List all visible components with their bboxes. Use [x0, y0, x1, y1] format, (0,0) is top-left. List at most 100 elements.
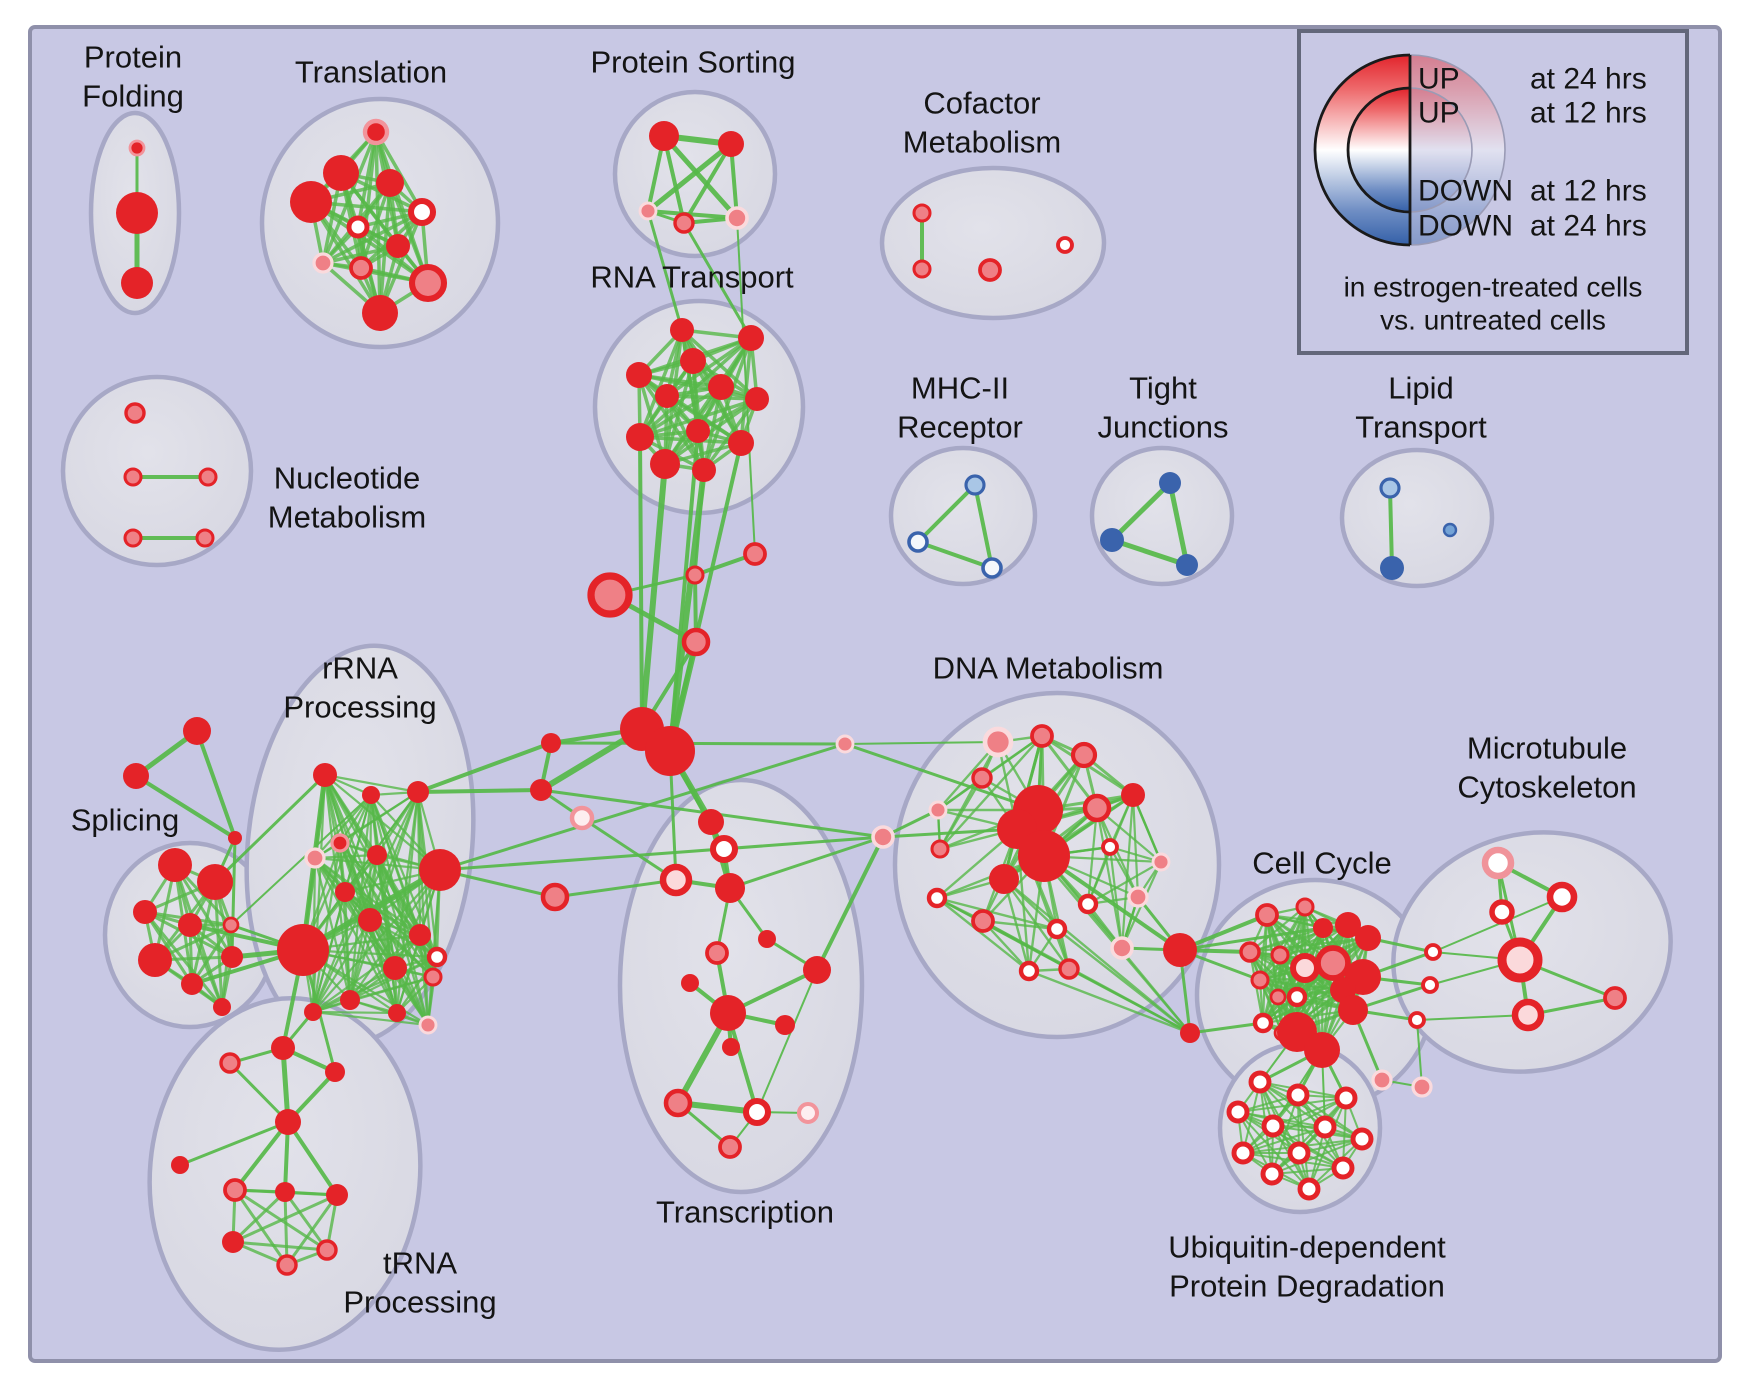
network-node-139 [1163, 933, 1197, 967]
network-edge [1271, 1138, 1363, 1175]
network-edge [668, 441, 743, 753]
cluster-label-lipid-transport-line0: Lipid [1388, 371, 1454, 406]
network-node-56 [1380, 556, 1404, 580]
network-node-85 [388, 1004, 406, 1022]
network-edge [815, 835, 885, 972]
network-node-34 [650, 449, 680, 479]
network-node-117 [982, 726, 1014, 758]
network-node-74 [304, 847, 326, 869]
network-node-164 [1411, 1076, 1433, 1098]
network-edge [1271, 1167, 1344, 1175]
network-edge [682, 142, 733, 225]
network-edge [1131, 793, 1163, 864]
network-edge [843, 742, 1040, 812]
network-edge [663, 397, 759, 466]
network-node-69 [228, 831, 242, 845]
network-edge [311, 1010, 430, 1027]
network-node-57 [1442, 522, 1458, 538]
network-edge [1109, 537, 1190, 568]
network-edge [1027, 969, 1192, 1035]
network-edge [173, 863, 234, 959]
network-node-101 [659, 863, 693, 897]
network-node-112 [796, 1101, 820, 1125]
network-node-147 [1335, 912, 1361, 938]
network-node-73 [330, 833, 350, 853]
network-node-60 [133, 900, 157, 924]
network-node-124 [1082, 793, 1112, 823]
network-node-155 [1286, 986, 1308, 1008]
legend-row-2-label: DOWN [1418, 175, 1513, 208]
network-node-92 [171, 1156, 189, 1174]
cluster-label-rrna-processing-line1: Processing [283, 690, 436, 725]
network-edge [231, 1193, 339, 1244]
network-node-9 [386, 234, 410, 258]
network-node-66 [213, 998, 231, 1016]
network-edge [638, 435, 644, 731]
network-edge [1242, 1126, 1326, 1154]
legend-caption-line1: in estrogen-treated cells [1344, 272, 1643, 303]
network-node-99 [698, 809, 724, 835]
network-node-72 [407, 781, 429, 803]
network-node-107 [710, 995, 746, 1031]
network-node-2 [121, 267, 153, 299]
network-edge [286, 1120, 339, 1197]
network-edge [638, 328, 684, 439]
network-node-94 [275, 1182, 295, 1202]
network-edge [844, 741, 999, 745]
network-edge [231, 1190, 287, 1244]
network-node-1 [116, 192, 158, 234]
network-edge [1258, 978, 1345, 992]
network-edge [1258, 978, 1284, 1035]
cluster-label-protein-folding-line0: Protein [84, 40, 182, 75]
network-edge [416, 741, 553, 794]
network-nodes [116, 118, 1627, 1276]
network-node-51 [981, 557, 1003, 579]
network-edge [438, 742, 847, 872]
network-node-122 [1121, 783, 1145, 807]
network-edge [736, 217, 756, 555]
cluster-ellipse-nucleotide-metabolism [60, 374, 254, 568]
network-edge [311, 1010, 399, 1015]
network-node-140 [1180, 1023, 1200, 1043]
network-node-10 [312, 252, 334, 274]
network-node-131 [926, 887, 948, 909]
network-edge [1388, 486, 1394, 570]
network-node-160 [1424, 943, 1442, 961]
network-node-8 [346, 215, 370, 239]
cluster-label-microtubule-cytoskeleton-line0: Microtubule [1467, 731, 1627, 766]
network-node-166 [1546, 881, 1578, 913]
network-node-134 [1077, 893, 1099, 915]
network-edge [665, 336, 753, 398]
network-edge [233, 1120, 290, 1192]
network-edge [1095, 806, 1124, 950]
network-edge [1271, 1094, 1299, 1175]
network-edge [1109, 480, 1173, 543]
network-edge [1095, 806, 1140, 899]
network-node-3 [362, 118, 390, 146]
network-edge [311, 853, 379, 1014]
network-edge [646, 209, 684, 332]
legend-row-0-time: at 24 hrs [1530, 63, 1647, 96]
network-node-156 [1252, 1012, 1274, 1034]
network-node-58 [158, 848, 192, 882]
network-node-14 [124, 402, 146, 424]
network-node-178 [1231, 1141, 1255, 1165]
network-node-144 [1270, 945, 1290, 965]
network-node-103 [758, 930, 776, 948]
network-node-145 [1290, 953, 1320, 983]
network-edge [881, 827, 1019, 839]
network-edge [916, 483, 977, 544]
network-edge [1248, 905, 1307, 954]
network-edge [668, 429, 700, 753]
cluster-label-splicing-line0: Splicing [71, 803, 180, 838]
cluster-label-rrna-processing-line0: rRNA [322, 651, 398, 686]
network-node-113 [718, 1135, 742, 1159]
network-node-41 [645, 726, 695, 776]
network-edge [1237, 1111, 1344, 1169]
network-node-70 [313, 763, 337, 787]
network-node-47 [978, 258, 1002, 282]
network-node-21 [638, 201, 658, 221]
network-node-98 [316, 1239, 338, 1261]
network-edge [348, 918, 372, 1002]
network-node-109 [722, 1038, 740, 1056]
